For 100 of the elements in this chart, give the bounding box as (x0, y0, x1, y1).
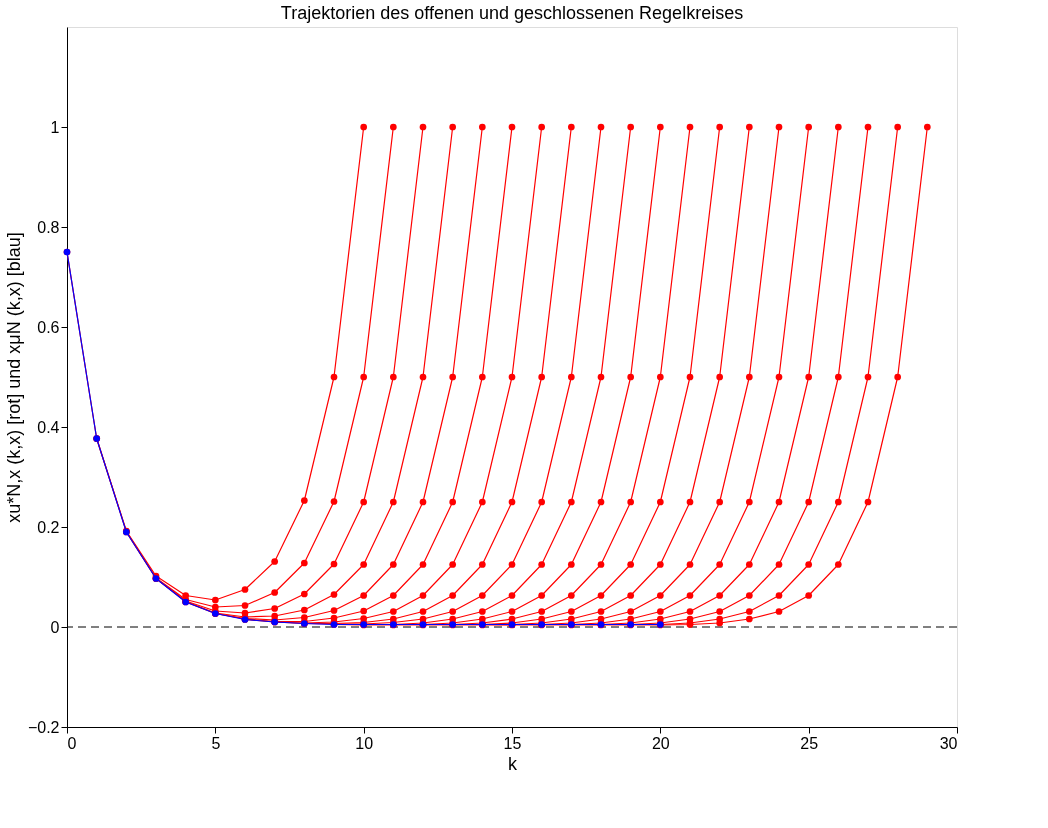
point (627, 123, 635, 131)
point (389, 373, 397, 381)
point (656, 608, 664, 615)
y-tick-label: 0 (50, 618, 60, 636)
point (360, 498, 368, 506)
point (745, 608, 753, 615)
chart-title: Trajektorien des offenen und geschlossenen Regelkreises (280, 3, 744, 23)
point (597, 608, 605, 615)
point (597, 123, 605, 131)
point (449, 123, 457, 131)
point (330, 607, 338, 614)
x-tick-label: 30 (939, 734, 958, 752)
point (241, 602, 249, 609)
point (419, 498, 427, 506)
point (271, 558, 279, 565)
point (567, 608, 575, 615)
point (775, 561, 783, 568)
point (745, 498, 753, 506)
y-tick-label: −0.2 (27, 718, 60, 736)
point (745, 615, 753, 623)
point (775, 123, 783, 131)
point (805, 123, 813, 131)
point (775, 608, 783, 615)
x-axis-title: k (508, 753, 518, 774)
point (330, 373, 338, 381)
point (567, 373, 575, 381)
point (567, 592, 575, 599)
point (834, 123, 842, 131)
point (478, 592, 486, 599)
point (597, 373, 605, 381)
point (686, 592, 694, 599)
point (478, 373, 486, 381)
point (211, 596, 219, 604)
point (478, 123, 486, 131)
point (686, 561, 694, 568)
point (745, 592, 753, 599)
point (627, 592, 635, 599)
point (360, 592, 368, 599)
point (923, 123, 931, 131)
point (508, 561, 516, 568)
point (360, 123, 368, 131)
point (805, 561, 813, 568)
point (538, 373, 546, 381)
point (894, 123, 902, 131)
point (834, 373, 842, 381)
point (656, 592, 664, 599)
point (419, 592, 427, 599)
point (834, 561, 842, 568)
point (478, 561, 486, 568)
point (745, 373, 753, 381)
y-tick-label: 0.6 (37, 318, 60, 336)
point (360, 607, 368, 615)
point (508, 498, 516, 506)
point (716, 498, 724, 506)
x-tick-label: 5 (211, 734, 221, 752)
point (360, 373, 368, 381)
point (894, 373, 902, 381)
point (716, 608, 724, 615)
point (538, 592, 546, 599)
point (805, 373, 813, 381)
point (419, 373, 427, 381)
point (716, 619, 724, 627)
point (864, 373, 872, 381)
point (805, 592, 813, 599)
point (656, 498, 664, 506)
y-tick-label: 0.8 (37, 218, 60, 236)
point (686, 608, 694, 615)
point (834, 498, 842, 506)
point (597, 561, 605, 568)
point (656, 123, 664, 131)
point (389, 608, 397, 615)
x-tick-label: 25 (800, 734, 819, 752)
point (656, 373, 664, 381)
point (864, 123, 872, 131)
point (449, 592, 457, 599)
point (716, 373, 724, 381)
point (508, 592, 516, 599)
point (330, 591, 338, 598)
point (508, 123, 516, 131)
point (419, 561, 427, 568)
point (449, 561, 457, 568)
point (775, 498, 783, 506)
point (538, 123, 546, 131)
point (775, 592, 783, 599)
point (686, 373, 694, 381)
y-axis-title: xu*N,x (k,x) [rot] und xμN (k,x) [blau] (3, 232, 24, 523)
point (716, 592, 724, 599)
point (330, 560, 338, 568)
point (567, 561, 575, 568)
y-tick-label: 1 (50, 118, 60, 136)
point (775, 373, 783, 381)
point (864, 498, 872, 506)
point (627, 373, 635, 381)
y-tick-label: 0.2 (37, 518, 60, 536)
point (449, 373, 457, 381)
point (389, 561, 397, 568)
x-tick-label: 20 (651, 734, 670, 752)
point (389, 123, 397, 131)
point (805, 498, 813, 506)
point (538, 561, 546, 568)
